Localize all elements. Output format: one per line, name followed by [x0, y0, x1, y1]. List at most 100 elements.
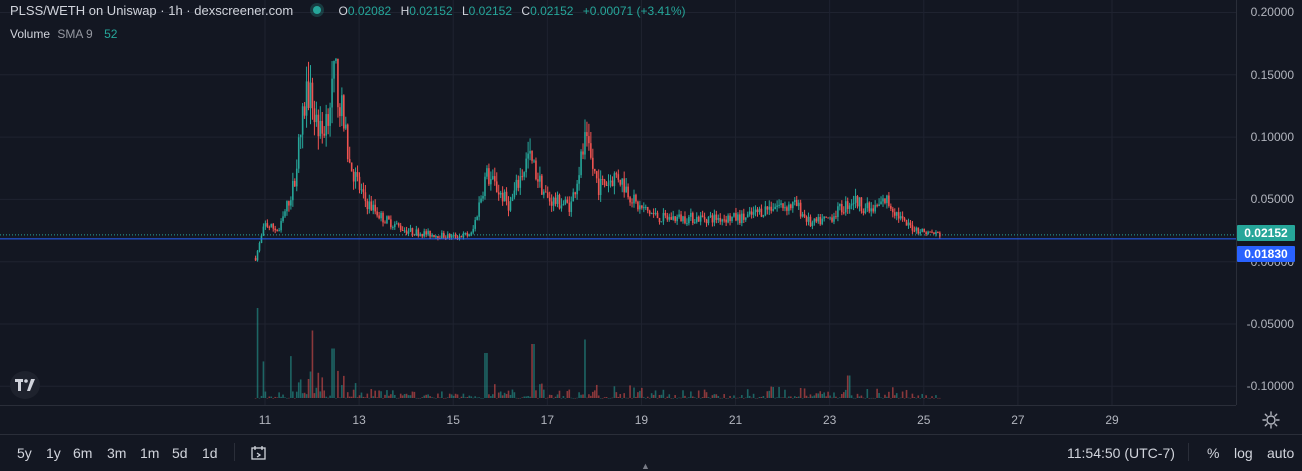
candle-body	[507, 201, 510, 211]
price-axis[interactable]: 0.200000.150000.100000.050000.00000-0.05…	[1236, 0, 1302, 405]
candle-body	[603, 179, 606, 186]
volume-bar	[388, 395, 390, 398]
candle-body	[884, 198, 886, 204]
volume-legend[interactable]: Volume SMA 9 52	[10, 27, 117, 41]
volume-bar	[590, 395, 592, 398]
volume-bar	[709, 397, 712, 399]
volume-bar	[886, 396, 888, 398]
candle-body	[515, 179, 518, 191]
candle-body	[519, 176, 522, 188]
candle-body	[329, 107, 331, 126]
range-6m[interactable]: 6m	[73, 445, 93, 461]
volume-bar	[874, 397, 876, 399]
candle-body	[762, 215, 765, 217]
candle-body	[466, 233, 469, 236]
candle-body	[278, 230, 280, 232]
range-1d[interactable]: 1d	[202, 445, 218, 461]
volume-bar	[343, 375, 345, 398]
date-range-icon[interactable]	[250, 444, 268, 462]
volume-bar	[541, 383, 543, 398]
volume-bar	[842, 392, 845, 398]
y-tick-label: 0.10000	[1250, 130, 1294, 145]
candle-body	[727, 215, 729, 223]
range-1y[interactable]: 1y	[46, 445, 61, 461]
candle-body	[321, 120, 324, 134]
settings-gear-icon[interactable]	[1262, 411, 1280, 429]
volume-bar	[829, 395, 831, 398]
volume-bar	[531, 344, 533, 398]
symbol-title[interactable]: PLSS/WETH on Uniswap · 1h · dexscreener.…	[10, 3, 294, 18]
volume-bar	[493, 384, 496, 398]
candle-body	[354, 172, 357, 182]
volume-bar	[268, 396, 271, 398]
volume-bar	[299, 379, 302, 398]
candle-body	[562, 203, 565, 206]
volume-bar	[415, 397, 418, 399]
volume-bar	[558, 390, 561, 398]
volume-bar	[778, 386, 780, 398]
candle-body	[576, 183, 578, 195]
candle-body	[595, 171, 598, 179]
range-5y[interactable]: 5y	[17, 445, 32, 461]
candle-body	[462, 233, 465, 238]
volume-bar	[707, 397, 710, 398]
candle-body	[384, 222, 386, 224]
candle-body	[270, 223, 273, 227]
candle-body	[729, 215, 731, 222]
candle-body	[268, 226, 271, 228]
candle-body	[582, 151, 584, 155]
candle-body	[305, 81, 308, 116]
volume-bar	[448, 393, 451, 398]
volume-bar	[372, 396, 375, 398]
x-tick-label: 27	[1011, 413, 1025, 427]
tradingview-logo-icon[interactable]	[10, 371, 40, 399]
scroll-up-arrow-icon[interactable]: ▲	[641, 461, 650, 471]
range-3m[interactable]: 3m	[107, 445, 127, 461]
volume-bar	[429, 396, 431, 398]
volume-bar	[572, 397, 575, 399]
range-5d[interactable]: 5d	[172, 445, 188, 461]
candle-body	[333, 61, 335, 79]
volume-bar	[478, 397, 480, 398]
candle-body	[533, 160, 535, 162]
auto-toggle[interactable]: auto	[1267, 445, 1295, 461]
volume-bar	[480, 397, 482, 399]
candle-body	[497, 192, 500, 195]
volume-bar	[409, 395, 412, 398]
candle-body	[709, 215, 712, 217]
volume-bar	[825, 396, 827, 398]
candle-body	[344, 124, 347, 129]
volume-bar	[392, 390, 394, 398]
percent-toggle[interactable]: %	[1207, 445, 1220, 461]
clock-time[interactable]: 11:54:50 (UTC-7)	[1067, 445, 1175, 461]
candle-body	[625, 186, 627, 193]
candle-body	[554, 197, 557, 204]
candle-body	[864, 208, 867, 214]
log-toggle[interactable]: log	[1234, 445, 1253, 461]
volume-bar	[335, 397, 337, 399]
volume-bar	[399, 393, 402, 398]
time-axis[interactable]: 11 13 15 17 19 21 23 25 27 29	[0, 405, 1236, 434]
range-1m[interactable]: 1m	[140, 445, 160, 461]
volume-bar	[701, 397, 704, 398]
candle-body	[294, 180, 296, 187]
volume-bar	[809, 394, 812, 398]
x-tick-label: 29	[1105, 413, 1119, 427]
volume-bar	[452, 395, 455, 398]
candle-body	[935, 231, 937, 234]
volume-bar	[852, 397, 855, 399]
volume-bar	[286, 397, 288, 399]
candle-body	[815, 218, 818, 222]
volume-bar	[692, 396, 694, 398]
candle-body	[443, 232, 445, 238]
candle-body	[617, 174, 620, 180]
volume-bar	[880, 397, 882, 399]
volume-bar	[805, 395, 808, 398]
volume-bar	[599, 397, 602, 399]
candle-body	[456, 237, 459, 239]
volume-bar	[690, 391, 692, 398]
candle-body	[474, 219, 476, 229]
candle-body	[829, 217, 831, 219]
price-chart[interactable]	[0, 0, 1236, 405]
volume-bar	[354, 383, 357, 398]
